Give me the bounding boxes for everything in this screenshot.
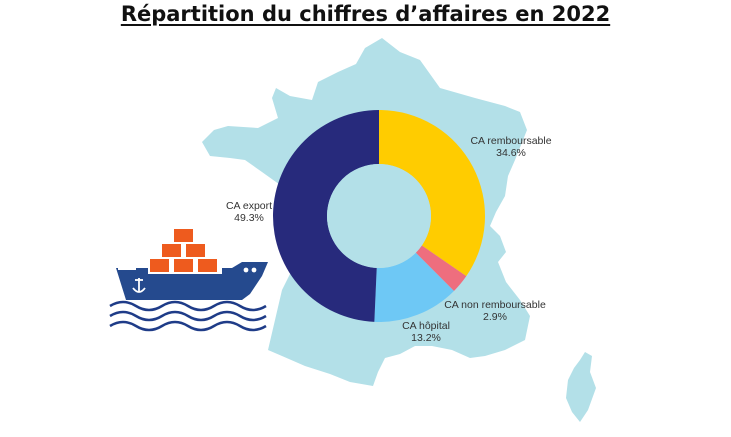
donut-chart — [272, 110, 486, 322]
slice-ca-non-remboursable — [415, 245, 467, 291]
donut-hole — [327, 164, 431, 268]
slice-label-value: 13.2% — [411, 332, 441, 344]
chart-title: Répartition du chiffres d’affaires en 20… — [120, 2, 611, 26]
slice-label-name: CA export — [226, 200, 272, 212]
slice-label-value: 2.9% — [483, 311, 507, 323]
cargo-ship-icon — [116, 229, 268, 300]
anchor-icon — [132, 278, 146, 293]
waves-icon — [109, 300, 267, 332]
slice-label-value: 34.6% — [496, 147, 526, 159]
slice-label-value: 49.3% — [234, 212, 264, 224]
slice-ca-export — [272, 110, 379, 322]
slice-label-name: CA non remboursable — [444, 299, 546, 311]
slice-label-name: CA hôpital — [402, 320, 450, 332]
slice-ca-hopital — [374, 252, 454, 322]
slice-ca-remboursable — [379, 110, 486, 277]
slice-label-name: CA remboursable — [470, 135, 551, 147]
